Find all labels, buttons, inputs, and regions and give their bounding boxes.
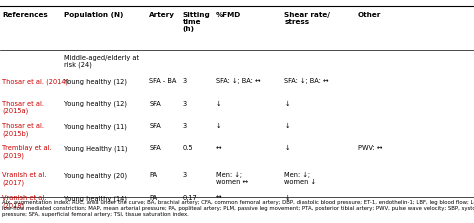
Text: 0.5: 0.5: [182, 145, 193, 151]
Text: Young healthy (12): Young healthy (12): [64, 101, 127, 107]
Text: Thosar et al.
(2015b): Thosar et al. (2015b): [2, 123, 44, 137]
Text: ↓: ↓: [284, 101, 290, 107]
Text: Tremblay et al.
(2019): Tremblay et al. (2019): [2, 145, 52, 159]
Text: ↔: ↔: [216, 195, 221, 201]
Text: AIx, augmentation index; AUC, area under the curve; BA, brachial artery; CFA, co: AIx, augmentation index; AUC, area under…: [2, 200, 474, 217]
Text: 3: 3: [182, 172, 187, 178]
Text: 0.17: 0.17: [182, 195, 197, 201]
Text: Men: ↓;
women ↔: Men: ↓; women ↔: [216, 172, 248, 185]
Text: 3: 3: [182, 123, 187, 129]
Text: Young healthy (14): Young healthy (14): [64, 195, 127, 202]
Text: SFA: SFA: [149, 123, 161, 129]
Text: ↓: ↓: [284, 195, 290, 201]
Text: Men: ↓;
women ↓: Men: ↓; women ↓: [284, 172, 317, 185]
Text: Vranish et al.
(2018): Vranish et al. (2018): [2, 195, 46, 209]
Text: Young Healthy (11): Young Healthy (11): [64, 145, 128, 152]
Text: SFA: ↓; BA: ↔: SFA: ↓; BA: ↔: [216, 78, 260, 84]
Text: Young healthy (11): Young healthy (11): [64, 123, 127, 130]
Text: %FMD: %FMD: [216, 12, 241, 18]
Text: Sitting
time
(h): Sitting time (h): [182, 12, 210, 32]
Text: References: References: [2, 12, 48, 18]
Text: Thosar et al.
(2015a): Thosar et al. (2015a): [2, 101, 44, 114]
Text: Population (N): Population (N): [64, 12, 123, 18]
Text: PA: PA: [149, 172, 157, 178]
Text: SFA: SFA: [149, 101, 161, 107]
Text: Middle-aged/elderly at
risk (24): Middle-aged/elderly at risk (24): [64, 55, 139, 68]
Text: ↓: ↓: [284, 123, 290, 129]
Text: Artery: Artery: [149, 12, 175, 18]
Text: SFA - BA: SFA - BA: [149, 78, 177, 84]
Text: Shear rate/
stress: Shear rate/ stress: [284, 12, 330, 25]
Text: ↓: ↓: [216, 101, 221, 107]
Text: ↓: ↓: [284, 145, 290, 151]
Text: ↔: ↔: [216, 145, 221, 151]
Text: ↓: ↓: [216, 123, 221, 129]
Text: Young healthy (12): Young healthy (12): [64, 78, 127, 85]
Text: SFA: ↓; BA: ↔: SFA: ↓; BA: ↔: [284, 78, 329, 84]
Text: Thosar et al. (2014): Thosar et al. (2014): [2, 78, 68, 85]
Text: Other: Other: [358, 12, 381, 18]
Text: SFA: SFA: [149, 145, 161, 151]
Text: 3: 3: [182, 101, 187, 107]
Text: Young healthy (20): Young healthy (20): [64, 172, 127, 179]
Text: 3: 3: [182, 78, 187, 84]
Text: Vranish et al.
(2017): Vranish et al. (2017): [2, 172, 46, 186]
Text: PA: PA: [149, 195, 157, 201]
Text: PWV: ↔: PWV: ↔: [358, 145, 382, 151]
